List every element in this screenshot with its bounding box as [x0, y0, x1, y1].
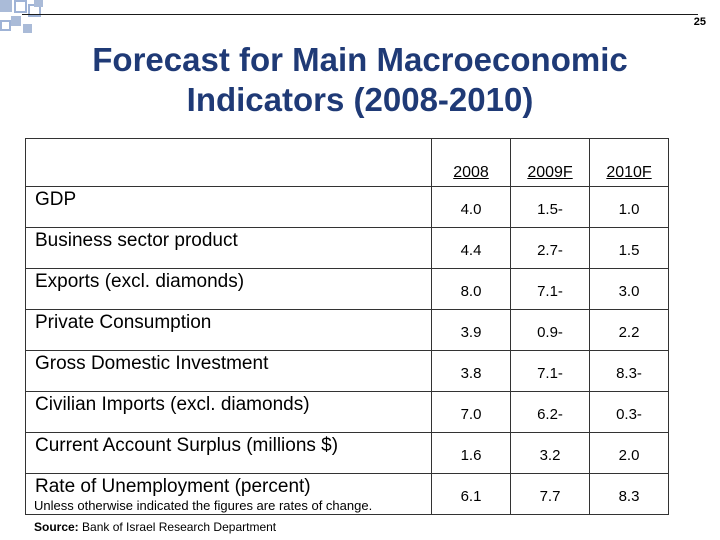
table-cell: 7.1-: [510, 268, 590, 310]
table-cell: 1.6: [431, 432, 511, 474]
row-label: Business sector product: [25, 227, 432, 269]
table-cell: 4.4: [431, 227, 511, 269]
table-cell: 8.3-: [589, 350, 669, 392]
slide-title-line: Forecast for Main Macroeconomic: [92, 41, 628, 78]
table-cell: 3.0: [589, 268, 669, 310]
table-cell: 2.7-: [510, 227, 590, 269]
page-number: 25: [693, 16, 706, 28]
table-cell: 3.8: [431, 350, 511, 392]
table-row: Exports (excl. diamonds) 8.0 7.1- 3.0: [25, 268, 669, 310]
table-cell: 6.2-: [510, 391, 590, 433]
row-label: Current Account Surplus (millions $): [25, 432, 432, 474]
slide-title: Forecast for Main Macroeconomic Indicato…: [0, 40, 720, 120]
source-label: Source:: [34, 520, 79, 534]
row-label: GDP: [25, 186, 432, 228]
table-cell: 4.0: [431, 186, 511, 228]
row-label: Civilian Imports (excl. diamonds): [25, 391, 432, 433]
table-header-cell: 2009F: [510, 138, 590, 187]
table-cell: 8.3: [589, 473, 669, 515]
header-rule: [22, 14, 698, 15]
table-cell: 2.2: [589, 309, 669, 351]
corner-decoration-square: [23, 24, 32, 33]
row-label: Gross Domestic Investment: [25, 350, 432, 392]
table-cell: 0.9-: [510, 309, 590, 351]
table-row: Business sector product 4.4 2.7- 1.5: [25, 227, 669, 269]
footnote: Unless otherwise indicated the figures a…: [34, 498, 373, 513]
source-text: Bank of Israel Research Department: [82, 520, 277, 534]
table-cell: 1.5: [589, 227, 669, 269]
table-cell: 3.2: [510, 432, 590, 474]
table-cell: 7.0: [431, 391, 511, 433]
table-cell: 7.7: [510, 473, 590, 515]
table-cell: 0.3-: [589, 391, 669, 433]
row-label: Private Consumption: [25, 309, 432, 351]
source-note: Source: Bank of Israel Research Departme…: [34, 520, 276, 534]
table-row: Current Account Surplus (millions $) 1.6…: [25, 432, 669, 474]
table-row: Civilian Imports (excl. diamonds) 7.0 6.…: [25, 391, 669, 433]
table-cell: 1.0: [589, 186, 669, 228]
table-cell: 3.9: [431, 309, 511, 351]
table-cell: 1.5-: [510, 186, 590, 228]
row-label: Rate of Unemployment (percent): [25, 473, 432, 515]
corner-decoration-square: [14, 0, 27, 13]
corner-decoration-square: [11, 16, 21, 26]
slide-title-line: Indicators (2008-2010): [186, 81, 534, 118]
corner-decoration-square: [0, 20, 11, 31]
row-label: Exports (excl. diamonds): [25, 268, 432, 310]
table-cell: 7.1-: [510, 350, 590, 392]
table-cell: 2.0: [589, 432, 669, 474]
table-header-cell: 2010F: [589, 138, 669, 187]
indicators-table: 2008 2009F 2010F GDP 4.0 1.5- 1.0 Busine…: [25, 138, 669, 515]
table-row: Gross Domestic Investment 3.8 7.1- 8.3-: [25, 350, 669, 392]
table-header-row: 2008 2009F 2010F: [25, 138, 669, 187]
corner-decoration-square: [0, 0, 12, 12]
corner-decoration-square: [34, 0, 43, 7]
table-row: Private Consumption 3.9 0.9- 2.2: [25, 309, 669, 351]
table-row: Rate of Unemployment (percent) 6.1 7.7 8…: [25, 473, 669, 515]
table-cell: 8.0: [431, 268, 511, 310]
table-row: GDP 4.0 1.5- 1.0: [25, 186, 669, 228]
table-header-cell: 2008: [431, 138, 511, 187]
table-cell: 6.1: [431, 473, 511, 515]
table-header-cell: [25, 138, 432, 187]
